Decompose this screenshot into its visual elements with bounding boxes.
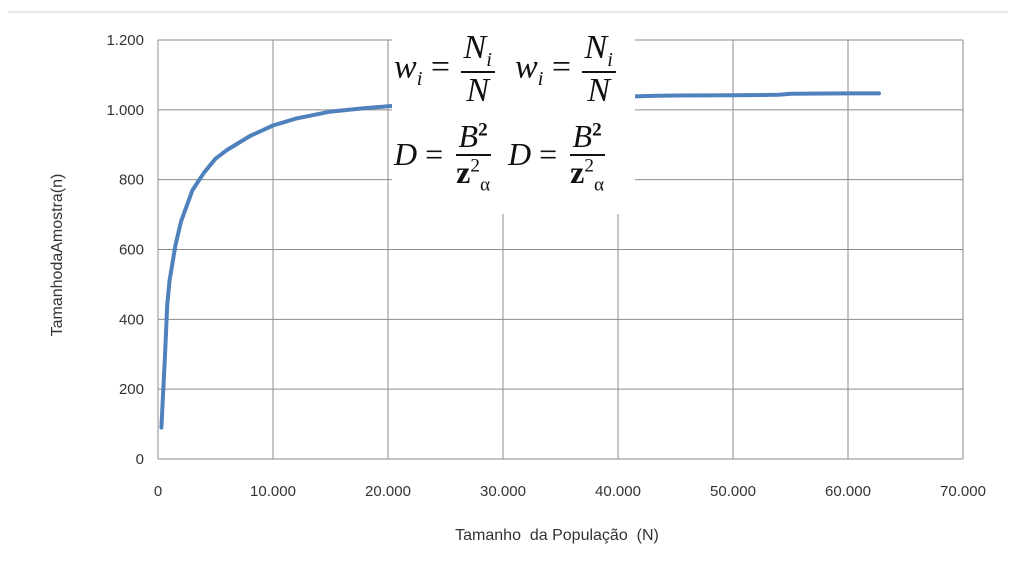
weight-formula-2: wi = Ni N [515, 30, 618, 109]
y-tick-label: 400 [119, 311, 144, 328]
formula-w: w [515, 48, 538, 86]
x-tick-label: 10.000 [250, 483, 296, 500]
formula-equals: = [539, 135, 558, 172]
y-tick-label: 800 [119, 172, 144, 189]
formula-fraction: B2 z2α [453, 118, 493, 195]
weight-formula-1: wi = Ni N [394, 30, 497, 109]
formula-numerator: N [463, 29, 487, 66]
formula-w-sub: i [416, 68, 423, 91]
x-tick-labels: 0 10.000 20.000 30.000 40.000 50.000 60.000 70.… [154, 483, 986, 500]
x-tick-label: 0 [154, 483, 162, 500]
precision-formula-2: D = B2 z2α [508, 118, 609, 195]
formula-numerator: N [584, 29, 608, 66]
formula-denominator: z [456, 153, 471, 190]
formula-numerator: B [458, 118, 479, 154]
formula-denominator-sup: 2 [470, 154, 480, 176]
formula-numerator-sub: i [607, 48, 613, 71]
formula-w-sub: i [537, 68, 544, 91]
x-tick-label: 30.000 [480, 483, 526, 500]
formula-w: w [394, 48, 417, 86]
x-tick-label: 20.000 [365, 483, 411, 500]
series-line [159, 91, 881, 430]
formula-overlay [392, 28, 635, 214]
formula-denominator-sub: α [479, 173, 491, 195]
series-layer [159, 91, 881, 430]
y-tick-label: 0 [136, 451, 144, 468]
formula-denominator-sub: α [593, 173, 605, 195]
x-tick-label: 40.000 [595, 483, 641, 500]
formula-d: D [508, 135, 532, 172]
formula-denominator: z [570, 153, 585, 190]
formula-fraction: B2 z2α [567, 118, 607, 195]
x-tick-label: 60.000 [825, 483, 871, 500]
formula-equals: = [430, 48, 451, 86]
y-tick-labels: 0 200 400 600 800 1.000 1.200 [106, 32, 144, 468]
formula-numerator-sub: i [486, 48, 492, 71]
formula-denominator-sup: 2 [584, 154, 594, 176]
precision-formula-1: D = B2 z2α [394, 118, 495, 195]
x-tick-label: 50.000 [710, 483, 756, 500]
y-axis-label: TamanhodaAmostra(n) [49, 174, 66, 337]
formula-denominator: N [466, 72, 490, 110]
formula-fraction: Ni N [581, 29, 616, 110]
formula-equals: = [551, 48, 572, 86]
formula-d: D [394, 135, 418, 172]
y-tick-label: 200 [119, 381, 144, 398]
gridlines [157, 39, 964, 460]
y-tick-label: 600 [119, 242, 144, 259]
formula-numerator-sup: 2 [478, 119, 488, 141]
x-axis-label: Tamanho da População (N) [455, 527, 659, 544]
y-tick-label: 1.200 [106, 32, 144, 49]
formula-numerator: B [572, 118, 593, 154]
formula-fraction: Ni N [460, 29, 495, 110]
y-tick-label: 1.000 [106, 102, 144, 119]
x-tick-label: 70.000 [940, 483, 986, 500]
formula-equals: = [425, 135, 444, 172]
formula-numerator-sup: 2 [592, 119, 602, 141]
formula-denominator: N [587, 72, 611, 110]
